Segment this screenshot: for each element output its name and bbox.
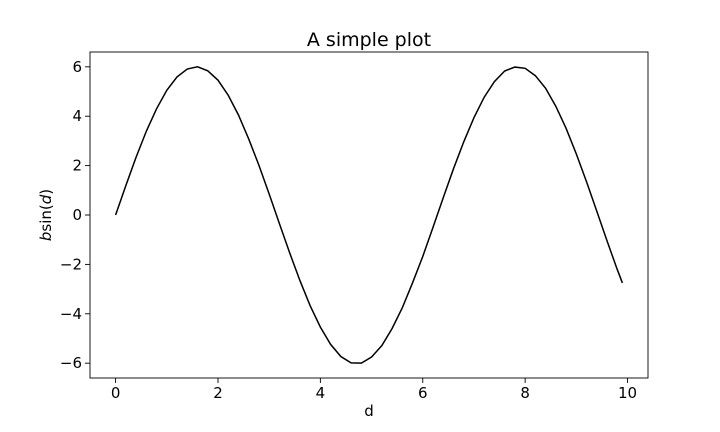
x-tick-label: 6 [418,384,428,402]
y-axis-label-arg: d [37,194,55,204]
y-tick-label: 6 [72,58,82,76]
y-axis-label-func: sin [37,210,55,232]
y-axis-label-open: ( [37,204,55,210]
y-axis-ticks: −6 −4 −2 0 2 4 6 [60,58,90,372]
y-tick-label: 2 [72,157,82,175]
y-tick-label: −4 [60,305,82,323]
x-tick-label: 0 [111,384,121,402]
x-axis-label: d [364,402,374,420]
y-tick-label: 0 [72,206,82,224]
x-tick-label: 4 [316,384,326,402]
y-axis-label-close: ) [37,189,55,195]
x-tick-label: 8 [520,384,530,402]
y-tick-label: −2 [60,255,82,273]
y-tick-label: −6 [60,354,82,372]
y-axis-label-prefix: b [37,232,55,242]
chart-title: A simple plot [307,29,431,51]
series-line-b-sin-d [114,66,624,364]
plot-area [89,51,649,379]
y-axis-label: bsin(d) [37,189,55,241]
x-tick-label: 10 [618,384,637,402]
x-tick-label: 2 [213,384,223,402]
plot-frame [89,51,649,379]
x-axis-ticks: 0 2 4 6 8 10 [111,378,637,402]
y-tick-label: 4 [72,107,82,125]
